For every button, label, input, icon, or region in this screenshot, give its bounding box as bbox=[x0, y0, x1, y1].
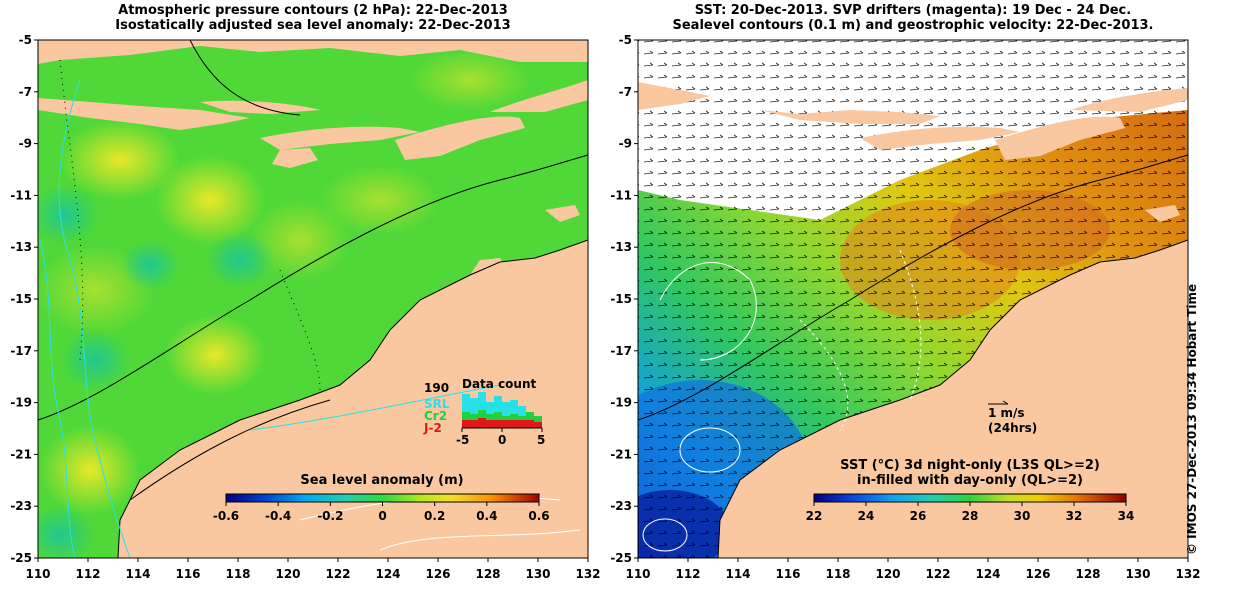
data-count-xtick-2: 0 bbox=[498, 433, 506, 447]
lat-tick-label: -5 bbox=[619, 33, 632, 47]
lon-tick-label: 110 bbox=[625, 567, 650, 581]
lon-tick-label: 110 bbox=[25, 567, 50, 581]
left-lon-axis: 110 112 114 116 118 120 122 124 126 128 130 132 bbox=[25, 558, 600, 581]
colorbar-tick-label: -0.2 bbox=[317, 509, 343, 523]
lon-tick-label: 122 bbox=[925, 567, 950, 581]
lat-tick-label: -19 bbox=[10, 396, 32, 410]
lon-tick-label: 114 bbox=[725, 567, 750, 581]
colorbar-tick-label: 26 bbox=[910, 509, 927, 523]
lon-tick-label: 124 bbox=[975, 567, 1000, 581]
right-lon-axis: 110 112 114 116 118 120 122 124 126 128 130 132 bbox=[625, 558, 1200, 581]
lon-tick-label: 112 bbox=[75, 567, 100, 581]
right-title-line1: SST: 20-Dec-2013. SVP drifters (magenta)… bbox=[694, 3, 1132, 18]
colorbar-tick-label: 0.4 bbox=[476, 509, 497, 523]
lat-tick-label: -17 bbox=[610, 344, 632, 358]
sla-field bbox=[38, 40, 588, 558]
data-count-source-3: J-2 bbox=[423, 421, 442, 435]
lon-tick-label: 118 bbox=[225, 567, 250, 581]
lat-tick-label: -25 bbox=[610, 551, 632, 565]
lon-tick-label: 132 bbox=[1175, 567, 1200, 581]
lon-tick-label: 130 bbox=[1125, 567, 1150, 581]
colorbar-tick-label: 34 bbox=[1118, 509, 1135, 523]
lon-tick-label: 120 bbox=[275, 567, 300, 581]
lat-tick-label: -15 bbox=[10, 292, 32, 306]
lat-tick-label: -5 bbox=[19, 33, 32, 47]
sla-colorbar: Sea level anomaly (m) -0.6 -0.4 -0.2 0 0.2 0.… bbox=[213, 473, 550, 523]
lon-tick-label: 116 bbox=[175, 567, 200, 581]
lon-tick-label: 130 bbox=[525, 567, 550, 581]
colorbar-tick-label: 32 bbox=[1066, 509, 1083, 523]
lon-tick-label: 126 bbox=[425, 567, 450, 581]
sla-colorbar-ticks: -0.6 -0.4 -0.2 0 0.2 0.4 0.6 bbox=[213, 502, 550, 523]
lat-tick-label: -7 bbox=[619, 85, 632, 99]
colorbar-tick-label: 28 bbox=[962, 509, 979, 523]
left-lat-axis: -5 -7 -9 -11 -13 -15 -17 -19 -21 -23 -25 bbox=[10, 33, 38, 565]
lat-tick-label: -13 bbox=[610, 240, 632, 254]
lon-tick-label: 124 bbox=[375, 567, 400, 581]
lat-tick-label: -21 bbox=[10, 447, 32, 461]
lon-tick-label: 116 bbox=[775, 567, 800, 581]
left-title-line1: Atmospheric pressure contours (2 hPa): 2… bbox=[118, 3, 508, 18]
colorbar-tick-label: 30 bbox=[1014, 509, 1031, 523]
lat-tick-label: -21 bbox=[610, 447, 632, 461]
imos-credit: © IMOS 27-Dec-2013 09:34 Hobart Time bbox=[1185, 283, 1199, 555]
sst-field bbox=[638, 40, 1188, 558]
lon-tick-label: 118 bbox=[825, 567, 850, 581]
velocity-scale-arrow bbox=[988, 400, 1009, 405]
sst-colorbar-title-line2: in-filled with day-only (QL>=2) bbox=[857, 473, 1083, 488]
lat-tick-label: -11 bbox=[10, 188, 32, 202]
colorbar-tick-label: 22 bbox=[806, 509, 823, 523]
lon-tick-label: 128 bbox=[1075, 567, 1100, 581]
data-count-inset: 190 Data count SRL Cr2 J-2 -5 0 5 bbox=[423, 377, 545, 447]
velocity-scale-sub: (24hrs) bbox=[988, 421, 1037, 435]
lat-tick-label: -9 bbox=[19, 137, 32, 151]
right-title-line2: Sealevel contours (0.1 m) and geostrophi… bbox=[672, 18, 1154, 33]
colorbar-tick-label: 0.2 bbox=[424, 509, 445, 523]
right-lat-axis: -5 -7 -9 -11 -13 -15 -17 -19 -21 -23 -25 bbox=[610, 33, 638, 565]
lat-tick-label: -23 bbox=[610, 499, 632, 513]
colorbar-tick-label: 0.6 bbox=[528, 509, 549, 523]
lon-tick-label: 132 bbox=[575, 567, 600, 581]
lon-tick-label: 126 bbox=[1025, 567, 1050, 581]
data-count-title: Data count bbox=[462, 377, 537, 391]
lat-tick-label: -13 bbox=[10, 240, 32, 254]
colorbar-tick-label: 0 bbox=[378, 509, 386, 523]
data-count-xtick-1: -5 bbox=[456, 433, 469, 447]
lat-tick-label: -15 bbox=[610, 292, 632, 306]
left-title: Atmospheric pressure contours (2 hPa): 2… bbox=[38, 3, 588, 33]
lon-tick-label: 128 bbox=[475, 567, 500, 581]
sla-colorbar-title: Sea level anomaly (m) bbox=[300, 473, 463, 488]
data-count-source-2: Cr2 bbox=[424, 409, 447, 423]
sst-colorbar-ticks: 22 24 26 28 30 32 34 bbox=[806, 502, 1135, 523]
lat-tick-label: -7 bbox=[19, 85, 32, 99]
lon-tick-label: 114 bbox=[125, 567, 150, 581]
lat-tick-label: -25 bbox=[10, 551, 32, 565]
lat-tick-label: -17 bbox=[10, 344, 32, 358]
lon-tick-label: 120 bbox=[875, 567, 900, 581]
colorbar-tick-label: 24 bbox=[858, 509, 875, 523]
lon-tick-label: 122 bbox=[325, 567, 350, 581]
lat-tick-label: -11 bbox=[610, 188, 632, 202]
colorbar-tick-label: -0.6 bbox=[213, 509, 239, 523]
data-count-bars bbox=[462, 392, 542, 428]
lat-tick-label: -23 bbox=[10, 499, 32, 513]
lat-tick-label: -9 bbox=[619, 137, 632, 151]
sst-colorbar-title-line1: SST (°C) 3d night-only (L3S QL>=2) bbox=[840, 458, 1100, 473]
velocity-scale-label: 1 m/s bbox=[988, 406, 1025, 420]
sst-colorbar: SST (°C) 3d night-only (L3S QL>=2) in-fi… bbox=[806, 458, 1135, 523]
colorbar-tick-label: -0.4 bbox=[265, 509, 291, 523]
left-title-line2: Isostatically adjusted sea level anomaly… bbox=[115, 18, 511, 33]
data-count-xtick-3: 5 bbox=[537, 433, 545, 447]
data-count-source-1: SRL bbox=[424, 397, 450, 411]
sst-map: 1 m/s (24hrs) 110 112 114 116 118 120 122 124 12… bbox=[610, 33, 1200, 581]
right-title: SST: 20-Dec-2013. SVP drifters (magenta)… bbox=[638, 3, 1188, 33]
data-count-total: 190 bbox=[424, 381, 449, 395]
lon-tick-label: 112 bbox=[675, 567, 700, 581]
lat-tick-label: -19 bbox=[610, 396, 632, 410]
sla-map: 110 112 114 116 118 120 122 124 126 128 130 132 -5-… bbox=[10, 33, 600, 581]
